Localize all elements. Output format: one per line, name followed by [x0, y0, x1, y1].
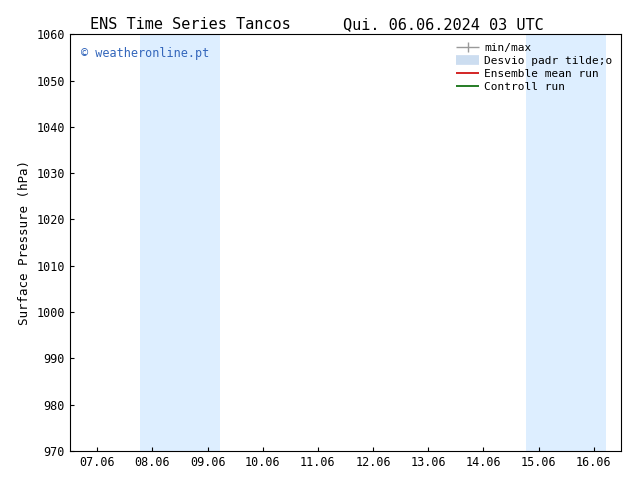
Bar: [526, 34, 606, 451]
Text: Qui. 06.06.2024 03 UTC: Qui. 06.06.2024 03 UTC: [344, 17, 544, 32]
Y-axis label: Surface Pressure (hPa): Surface Pressure (hPa): [18, 160, 31, 325]
Text: ENS Time Series Tancos: ENS Time Series Tancos: [90, 17, 290, 32]
Legend: min/max, Desvio padr tilde;o, Ensemble mean run, Controll run: min/max, Desvio padr tilde;o, Ensemble m…: [453, 40, 616, 95]
Bar: [140, 34, 220, 451]
Text: © weatheronline.pt: © weatheronline.pt: [81, 47, 209, 60]
